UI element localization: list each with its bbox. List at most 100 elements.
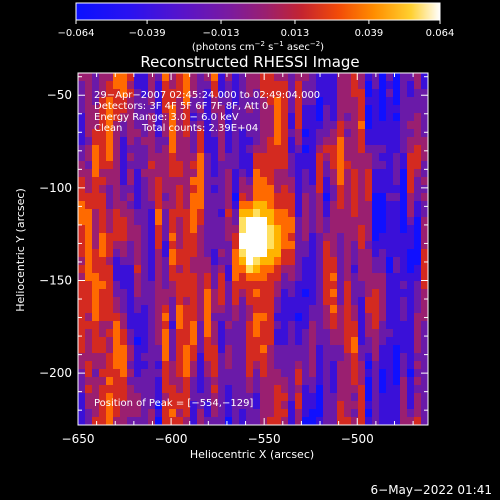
heatmap-cell bbox=[169, 265, 177, 274]
heatmap-cell bbox=[421, 393, 428, 402]
heatmap-cell bbox=[78, 377, 86, 386]
heatmap-cell bbox=[127, 233, 135, 242]
heatmap-cell bbox=[372, 313, 380, 322]
heatmap-cell bbox=[134, 281, 142, 290]
heatmap-cell bbox=[225, 241, 233, 250]
heatmap-cell bbox=[141, 105, 149, 114]
heatmap-cell bbox=[246, 289, 254, 298]
heatmap-cell bbox=[260, 377, 268, 386]
heatmap-cell bbox=[120, 353, 128, 362]
heatmap-cell bbox=[351, 417, 359, 425]
heatmap-cell bbox=[407, 417, 415, 425]
heatmap-cell bbox=[225, 369, 233, 378]
heatmap-cell bbox=[393, 225, 401, 234]
heatmap-cell bbox=[323, 233, 331, 242]
heatmap-cell bbox=[190, 313, 198, 322]
heatmap-cell bbox=[232, 129, 240, 138]
heatmap-cell bbox=[99, 129, 107, 138]
heatmap-cell bbox=[288, 385, 296, 394]
heatmap-cell bbox=[323, 393, 331, 402]
heatmap-cell bbox=[393, 129, 401, 138]
heatmap-cell bbox=[260, 121, 268, 130]
heatmap-cell bbox=[183, 185, 191, 194]
x-tick-label: −550 bbox=[248, 432, 281, 446]
heatmap-cell bbox=[309, 361, 317, 370]
heatmap-cell bbox=[120, 201, 128, 210]
colorbar-tick-label: 0.013 bbox=[281, 28, 310, 39]
heatmap-cell bbox=[281, 145, 289, 154]
heatmap-cell bbox=[421, 137, 428, 146]
heatmap-cell bbox=[393, 297, 401, 306]
heatmap-cell bbox=[148, 305, 156, 314]
heatmap-cell bbox=[197, 145, 205, 154]
heatmap-cell bbox=[211, 385, 219, 394]
heatmap-cell bbox=[239, 121, 247, 130]
heatmap-cell bbox=[288, 169, 296, 178]
heatmap-cell bbox=[78, 265, 86, 274]
heatmap-cell bbox=[393, 177, 401, 186]
heatmap-cell bbox=[211, 401, 219, 410]
heatmap-cell bbox=[239, 209, 247, 218]
heatmap-cell bbox=[365, 345, 373, 354]
heatmap-cell bbox=[260, 273, 268, 282]
heatmap-cell bbox=[393, 417, 401, 425]
heatmap-cell bbox=[407, 217, 415, 226]
heatmap-cell bbox=[414, 209, 422, 218]
heatmap-cell bbox=[288, 193, 296, 202]
heatmap-cell bbox=[225, 73, 233, 82]
heatmap-cell bbox=[302, 401, 310, 410]
heatmap-cell bbox=[281, 337, 289, 346]
heatmap-cell bbox=[225, 177, 233, 186]
heatmap-cell bbox=[218, 345, 226, 354]
heatmap-cell bbox=[407, 105, 415, 114]
heatmap-cell bbox=[267, 105, 275, 114]
heatmap-cell bbox=[393, 265, 401, 274]
heatmap-cell bbox=[330, 337, 338, 346]
heatmap-cell bbox=[344, 289, 352, 298]
heatmap-cell bbox=[372, 337, 380, 346]
heatmap-cell bbox=[323, 89, 331, 98]
heatmap-cell bbox=[393, 233, 401, 242]
heatmap-cell bbox=[141, 401, 149, 410]
heatmap-cell bbox=[239, 81, 247, 90]
heatmap-cell bbox=[211, 177, 219, 186]
heatmap-cell bbox=[169, 233, 177, 242]
heatmap-cell bbox=[337, 225, 345, 234]
heatmap-cell bbox=[393, 81, 401, 90]
heatmap-cell bbox=[281, 137, 289, 146]
heatmap-cell bbox=[253, 161, 261, 170]
heatmap-cell bbox=[99, 265, 107, 274]
heatmap-cell bbox=[302, 321, 310, 330]
heatmap-cell bbox=[302, 201, 310, 210]
heatmap-cell bbox=[260, 129, 268, 138]
heatmap-cell bbox=[239, 233, 247, 242]
heatmap-cell bbox=[211, 393, 219, 402]
heatmap-cell bbox=[400, 201, 408, 210]
heatmap-cell bbox=[393, 193, 401, 202]
heatmap-cell bbox=[99, 385, 107, 394]
heatmap-cell bbox=[113, 257, 121, 266]
heatmap-cell bbox=[232, 329, 240, 338]
heatmap-cell bbox=[183, 233, 191, 242]
heatmap-cell bbox=[92, 409, 100, 418]
heatmap-cell bbox=[267, 209, 275, 218]
heatmap-cell bbox=[239, 153, 247, 162]
heatmap-cell bbox=[386, 345, 394, 354]
heatmap-cell bbox=[190, 105, 198, 114]
heatmap-cell bbox=[260, 217, 268, 226]
heatmap-cell bbox=[372, 297, 380, 306]
heatmap-cell bbox=[330, 369, 338, 378]
heatmap-cell bbox=[197, 401, 205, 410]
heatmap-cell bbox=[337, 73, 345, 82]
heatmap-cell bbox=[113, 177, 121, 186]
heatmap-cell bbox=[393, 145, 401, 154]
heatmap-cell bbox=[127, 161, 135, 170]
heatmap-cell bbox=[106, 305, 114, 314]
heatmap-cell bbox=[260, 369, 268, 378]
colorbar-tick-label: −0.039 bbox=[129, 28, 166, 39]
heatmap-cell bbox=[267, 137, 275, 146]
heatmap-cell bbox=[190, 305, 198, 314]
heatmap-cell bbox=[351, 209, 359, 218]
heatmap-cell bbox=[281, 97, 289, 106]
heatmap-cell bbox=[358, 217, 366, 226]
